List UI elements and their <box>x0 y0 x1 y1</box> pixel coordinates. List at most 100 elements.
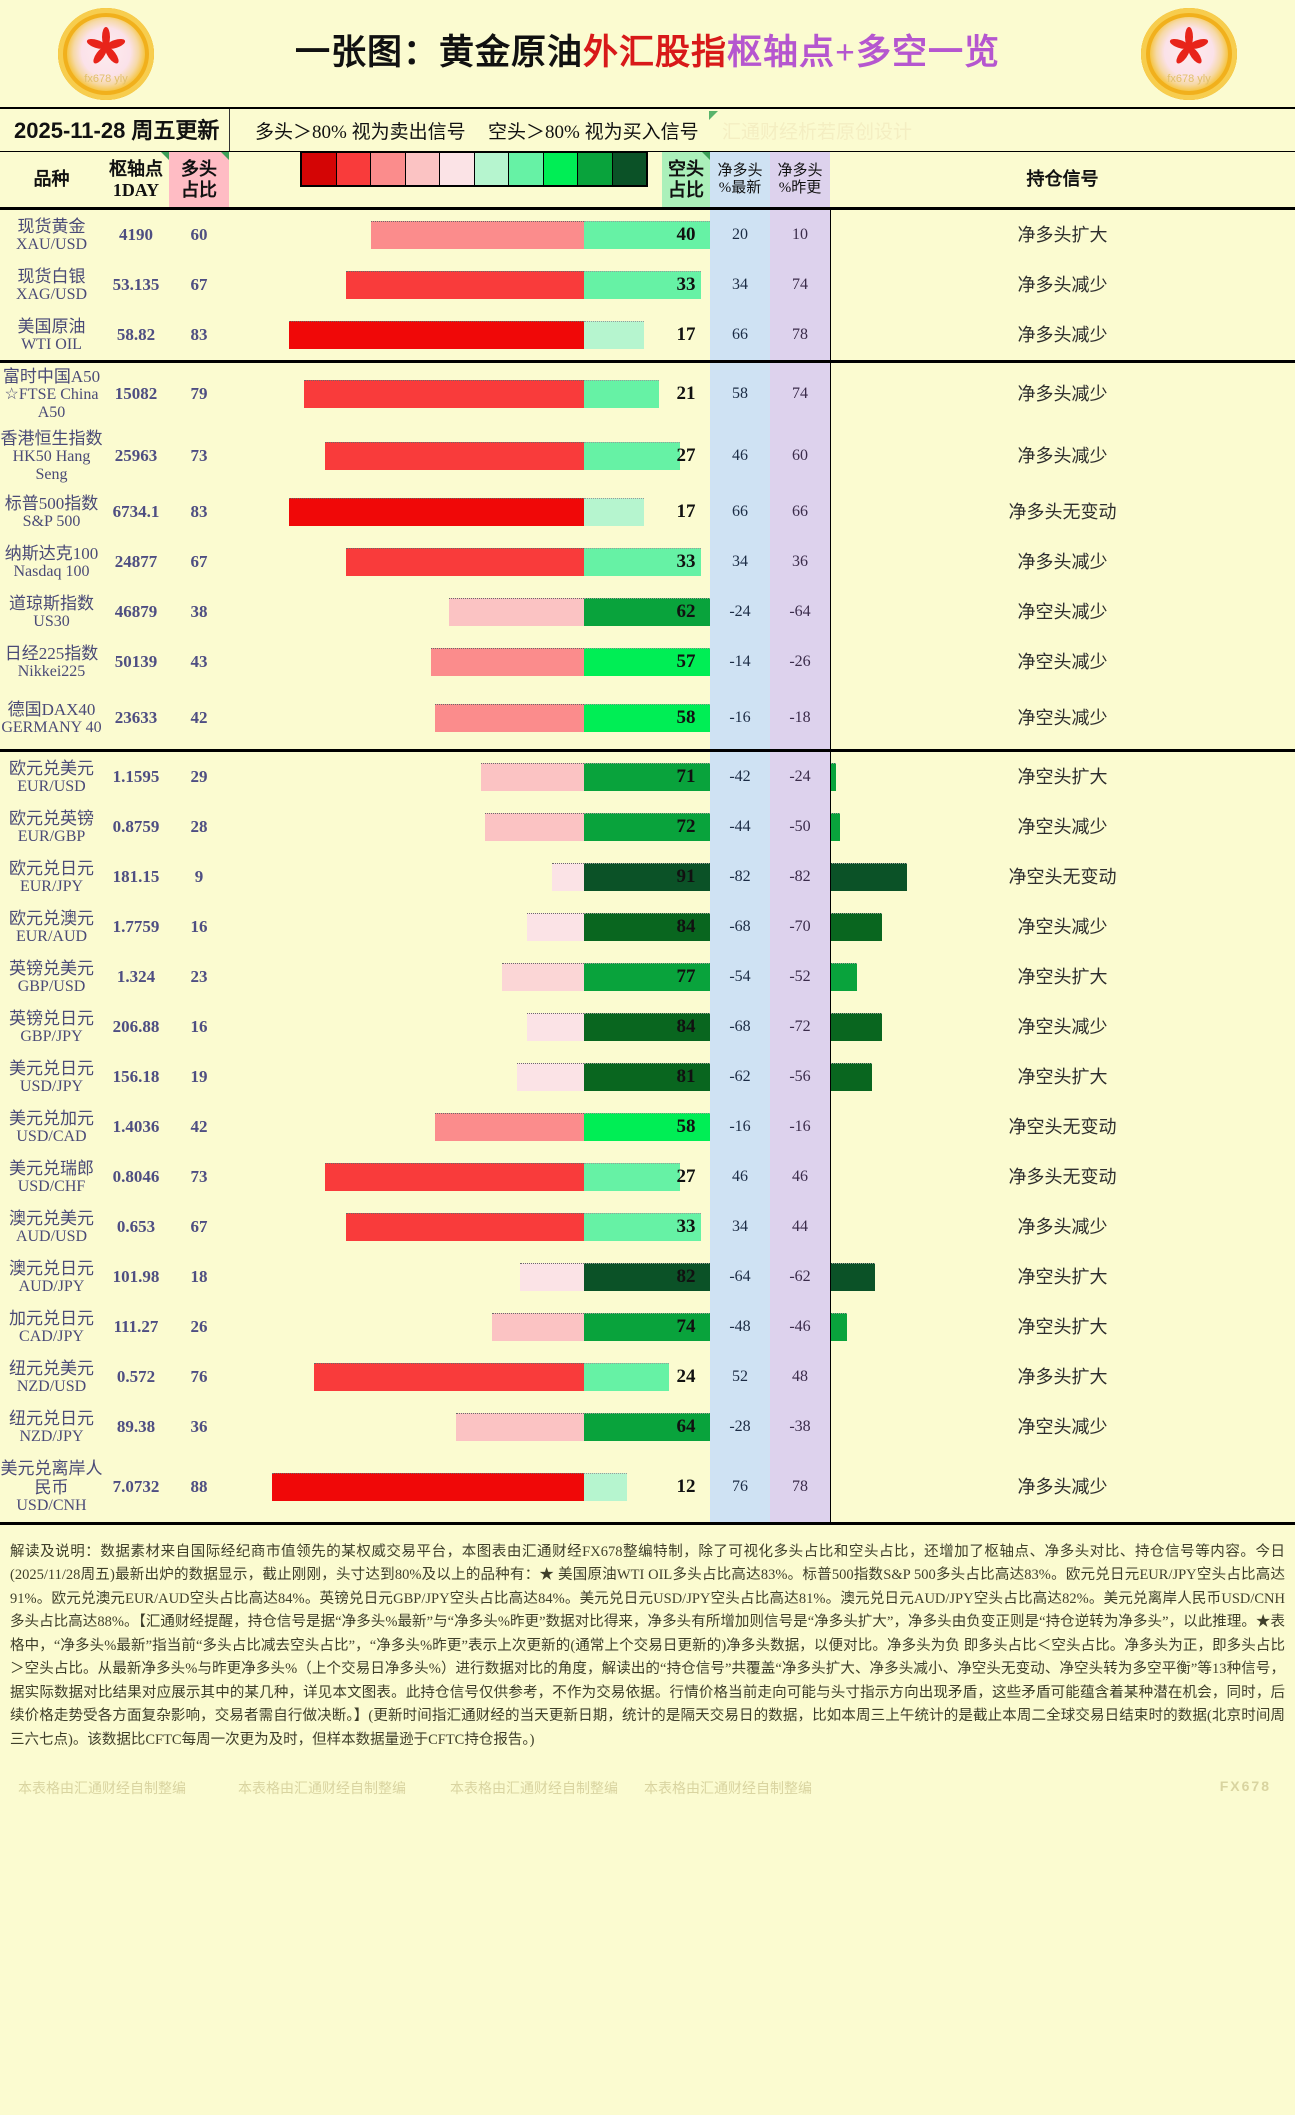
flower-icon <box>1166 24 1212 70</box>
short-pct-value: 72 <box>676 816 696 838</box>
bar-chart-cell <box>229 1002 883 1052</box>
instrument-name: 美元兑加元 USD/CAD <box>0 1102 103 1152</box>
pivot-value: 111.27 <box>113 1317 159 1337</box>
net-long-latest-value: 46 <box>710 425 770 487</box>
short-bar <box>584 1163 680 1191</box>
net-long-prev-value: 74 <box>770 260 830 310</box>
table-row: 澳元兑日元 AUD/JPY 101.98 18 82 -64 -62 净空头扩大 <box>0 1252 1295 1302</box>
footer-notes: 解读及说明：数据素材来自国际经纪商市值领先的某权威交易平台，本图表由汇通财经FX… <box>0 1522 1295 1812</box>
corner-marker-icon <box>709 111 718 120</box>
bar-chart-cell <box>229 587 805 637</box>
instrument-name-cn: 加元兑日元 <box>9 1308 94 1328</box>
legend-swatch-5 <box>474 153 509 185</box>
position-signal-value: 净空头减少 <box>1017 816 1108 837</box>
pivot-value: 1.1595 <box>112 767 160 787</box>
net-long-latest-value: 66 <box>710 487 770 537</box>
short-pct-value: 62 <box>676 601 696 623</box>
position-signal-value: 净空头扩大 <box>1017 966 1108 987</box>
legend-swatch-4 <box>440 153 475 185</box>
instrument-name-cn: 道琼斯指数 <box>9 593 94 613</box>
instrument-name-en: GBP/JPY <box>20 1027 83 1045</box>
short-pct-value: 57 <box>676 651 696 673</box>
bar-chart-cell <box>229 902 883 952</box>
long-pct-value: 9 <box>194 867 204 887</box>
net-long-latest-value: -28 <box>710 1402 770 1452</box>
instrument-name: 英镑兑美元 GBP/USD <box>0 952 103 1002</box>
bar-chart-cell <box>229 1352 670 1402</box>
table-row: 美元兑加元 USD/CAD 1.4036 42 58 -16 -16 净空头无变动 <box>0 1102 1295 1152</box>
position-signal-value: 净多头减少 <box>1017 324 1108 345</box>
pivot-value: 0.572 <box>116 1367 156 1387</box>
position-signal-value: 净空头减少 <box>1017 707 1108 728</box>
footer-paragraph: 解读及说明：数据素材来自国际经纪商市值领先的某权威交易平台，本图表由汇通财经FX… <box>10 1544 1285 1748</box>
net-long-prev-value: -26 <box>770 637 830 687</box>
table-row: 道琼斯指数 US30 46879 38 62 -24 -64 净空头减少 <box>0 587 1295 637</box>
short-pct-value: 84 <box>676 1016 696 1038</box>
note-long-signal: 多头＞80% 视为卖出信号 <box>255 122 466 143</box>
instrument-name: 现货黄金 XAU/USD <box>0 210 103 260</box>
instrument-name-en: US30 <box>33 612 70 630</box>
long-bar <box>289 321 584 349</box>
net-long-latest-value: 66 <box>710 310 770 360</box>
table-row: 日经225指数 Nikkei225 50139 43 57 -14 -26 净空头减少 <box>0 637 1295 687</box>
pivot-value: 50139 <box>114 652 158 672</box>
col-header-short-pct: 空头 占比 <box>662 152 710 207</box>
net-long-prev-value: 78 <box>770 1452 830 1522</box>
corner-marker-icon <box>221 152 229 160</box>
position-signal-value: 净空头减少 <box>1017 1016 1108 1037</box>
table-row: 纽元兑美元 NZD/USD 0.572 76 24 52 48 净多头扩大 <box>0 1352 1295 1402</box>
net-long-prev-value: -70 <box>770 902 830 952</box>
bar-chart-cell <box>229 260 702 310</box>
instrument-name-en: WTI OIL <box>21 335 82 353</box>
short-pct-value: 58 <box>676 707 696 729</box>
short-pct-value: 82 <box>676 1266 696 1288</box>
net-long-prev-value: -24 <box>770 752 830 802</box>
long-pct-value: 83 <box>190 502 208 522</box>
net-long-prev-value: -64 <box>770 587 830 637</box>
net-long-latest-value: -48 <box>710 1302 770 1352</box>
instrument-name-en: EUR/USD <box>17 777 86 795</box>
position-signal-value: 净空头减少 <box>1017 1416 1108 1437</box>
pivot-value: 4190 <box>119 225 153 245</box>
pivot-value: 58.82 <box>116 325 156 345</box>
instrument-name-cn: 纽元兑日元 <box>9 1408 94 1428</box>
position-signal-value: 净空头减少 <box>1017 651 1108 672</box>
long-bar <box>491 1313 584 1341</box>
column-divider <box>830 210 831 1522</box>
position-signal-value: 净空头扩大 <box>1017 1066 1108 1087</box>
bar-chart-cell <box>229 1252 876 1302</box>
instrument-name-cn: 澳元兑美元 <box>9 1208 94 1228</box>
net-long-latest-value: -16 <box>710 1102 770 1152</box>
instrument-name-en: EUR/GBP <box>17 827 86 845</box>
instrument-name-en: AUD/USD <box>15 1227 88 1245</box>
table-row: 标普500指数 S&P 500 6734.1 83 17 66 66 净多头无变动 <box>0 487 1295 537</box>
pivot-value: 0.8759 <box>112 817 160 837</box>
instrument-name: 美元兑日元 USD/JPY <box>0 1052 103 1102</box>
net-long-latest-value: -14 <box>710 637 770 687</box>
instrument-name: 澳元兑日元 AUD/JPY <box>0 1252 103 1302</box>
instrument-name: 纽元兑日元 NZD/JPY <box>0 1402 103 1452</box>
long-bar <box>434 1113 584 1141</box>
short-pct-value: 33 <box>676 1216 696 1238</box>
short-pct-value: 74 <box>676 1316 696 1338</box>
position-signal-value: 净空头减少 <box>1017 916 1108 937</box>
footer-credit-1: 本表格由汇通财经自制整编 <box>18 1782 186 1798</box>
short-pct-value: 27 <box>676 1166 696 1188</box>
net-long-prev-value: -46 <box>770 1302 830 1352</box>
instrument-name-en: NZD/USD <box>16 1377 87 1395</box>
instrument-name-cn: 欧元兑日元 <box>9 858 94 878</box>
short-pct-value: 24 <box>676 1366 696 1388</box>
long-bar <box>520 1263 584 1291</box>
table-row: 德国DAX40 GERMANY 40 23633 42 58 -16 -18 净空头减少 <box>0 687 1295 749</box>
long-bar <box>303 380 584 408</box>
long-pct-value: 28 <box>190 817 208 837</box>
page-title: 一张图：黄金原油外汇股指枢轴点+多空一览 <box>0 24 1295 75</box>
short-pct-value: 17 <box>676 501 696 523</box>
table-row: 纳斯达克100 Nasdaq 100 24877 67 33 34 36 净多头减少 <box>0 537 1295 587</box>
pivot-value: 7.0732 <box>112 1477 160 1497</box>
instrument-name-cn: 欧元兑澳元 <box>9 908 94 928</box>
legend-swatch-7 <box>543 153 578 185</box>
table-row: 澳元兑美元 AUD/USD 0.653 67 33 34 44 净多头减少 <box>0 1202 1295 1252</box>
position-signal-value: 净多头减少 <box>1017 551 1108 572</box>
instrument-name-cn: 纽元兑美元 <box>9 1358 94 1378</box>
